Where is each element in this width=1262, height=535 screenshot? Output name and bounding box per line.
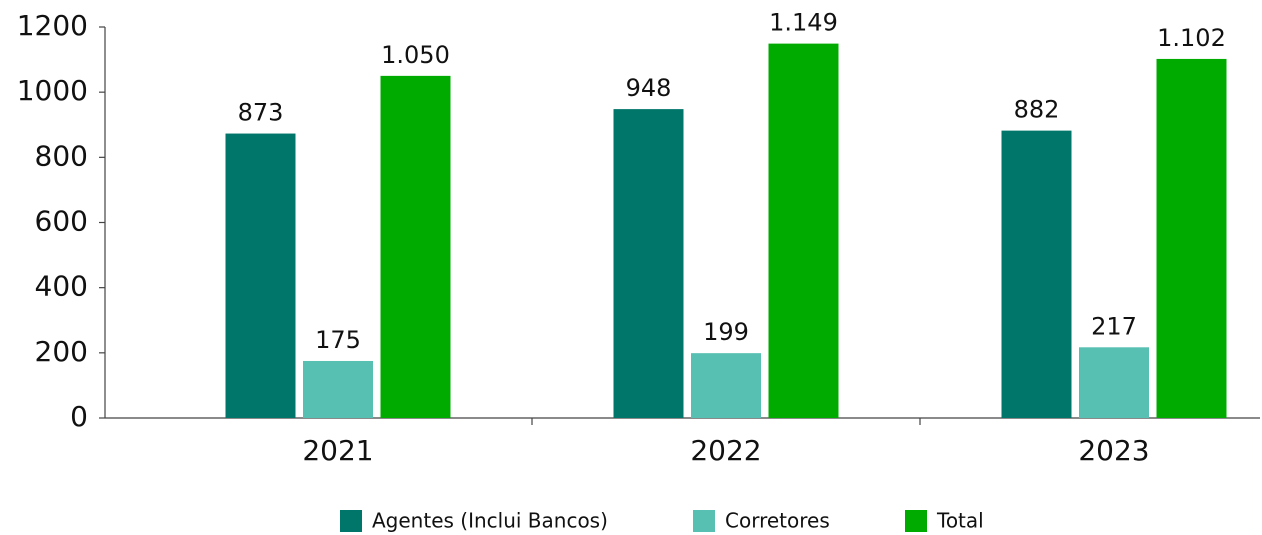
y-tick-label: 600 (35, 205, 88, 238)
bar (380, 75, 451, 418)
bar (768, 43, 839, 419)
legend-swatch (693, 510, 715, 532)
legend-label: Total (936, 509, 984, 533)
bar (225, 133, 296, 419)
legend-swatch (905, 510, 927, 532)
value-label: 199 (703, 318, 749, 346)
value-label: 873 (238, 99, 284, 127)
bar (1001, 130, 1072, 419)
x-tick-label: 2023 (1078, 434, 1149, 467)
value-label: 217 (1091, 312, 1137, 340)
bar (1156, 58, 1227, 418)
value-label: 948 (626, 74, 672, 102)
legend-swatch (340, 510, 362, 532)
y-tick-label: 1200 (17, 9, 88, 42)
y-tick-label: 200 (35, 335, 88, 368)
bar (613, 109, 684, 419)
value-label: 175 (315, 326, 361, 354)
y-tick-label: 400 (35, 270, 88, 303)
value-label: 1.149 (769, 9, 838, 37)
value-label: 1.102 (1157, 24, 1226, 52)
legend-label: Agentes (Inclui Bancos) (372, 509, 608, 533)
legend-label: Corretores (725, 509, 830, 533)
y-tick-label: 0 (70, 400, 88, 433)
value-label: 1.050 (381, 41, 450, 69)
y-tick-label: 800 (35, 139, 88, 172)
bar (1079, 347, 1149, 418)
y-tick-label: 1000 (17, 74, 88, 107)
value-label: 882 (1014, 96, 1060, 124)
bar (691, 353, 761, 418)
x-tick-label: 2021 (302, 434, 373, 467)
x-tick-label: 2022 (690, 434, 761, 467)
bar (303, 360, 373, 418)
